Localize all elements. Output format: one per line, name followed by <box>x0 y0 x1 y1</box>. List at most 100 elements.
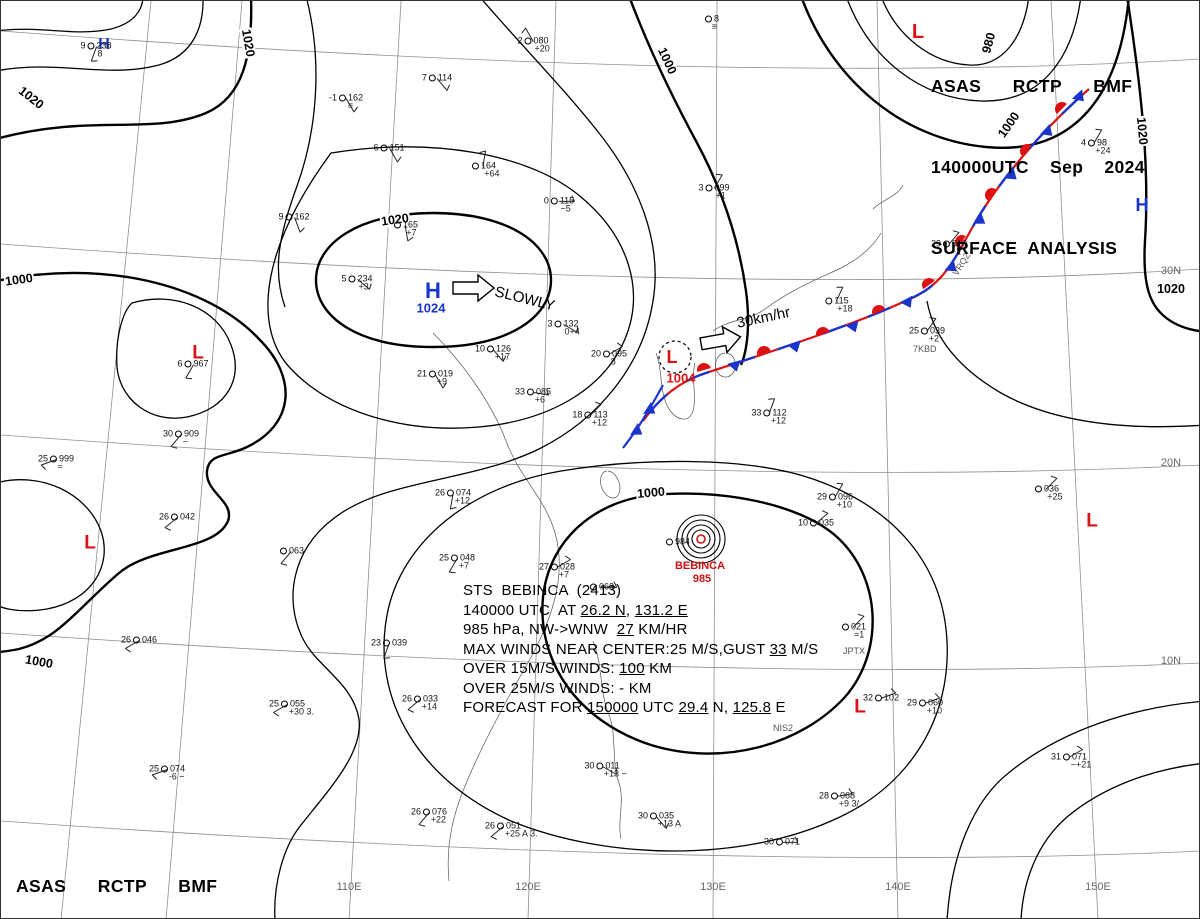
warm-front-marker <box>1055 102 1067 114</box>
station-temp: 26 <box>484 820 495 831</box>
station-pressure: 011 <box>605 760 620 771</box>
station-extra: +7 <box>558 569 570 580</box>
low-pressure-marker: L <box>911 21 925 43</box>
station-circle-icon <box>825 297 833 305</box>
station-pressure: 132 <box>563 318 579 329</box>
station-plot: 063 <box>588 582 617 592</box>
station-pressure: 114 <box>437 72 453 83</box>
station-plot: 32 102 <box>862 691 900 703</box>
station-temp: 9 <box>80 40 86 51</box>
coastline <box>872 184 904 210</box>
station-pressure: 102 <box>883 692 900 703</box>
typhoon-ring <box>691 529 711 549</box>
station-extra: +1 <box>715 190 726 201</box>
station-plot: 021 ≈1 <box>840 615 866 639</box>
high-pressure-marker: H <box>98 36 110 53</box>
warm-front-marker <box>757 346 771 356</box>
station-plot: 164 +64 <box>470 150 500 178</box>
typhoon-ring <box>686 524 716 554</box>
station-pressure: 074 <box>169 763 186 774</box>
station-pressure: 096 <box>837 491 854 502</box>
storm-info-text: STS BEBINCA (2413) <box>463 582 622 599</box>
storm-info-text: UTC <box>638 699 679 716</box>
low-pressure-value: 1004 <box>666 370 696 386</box>
station-plot: 26 076 +22 <box>411 806 448 825</box>
station-pressure: 010 <box>951 238 968 249</box>
title-line-2: 140000UTC Sep 2024 <box>931 157 1145 177</box>
high-pressure-value: 1024 <box>416 300 446 316</box>
warm-front-marker <box>985 188 997 201</box>
station-plot: 23 039 <box>371 638 407 659</box>
station-extra: 8 <box>610 356 616 367</box>
station-plot: 165 +7 <box>392 220 418 241</box>
station-temp: 6 <box>373 142 379 153</box>
storm-info-line: 140000 UTC AT 26.2 N, 131.2 E <box>463 601 818 621</box>
station-plot: 30 909 ~ <box>163 429 199 447</box>
isobar-label: 1020 <box>15 83 47 113</box>
station-pressure: 060 <box>927 697 944 708</box>
station-plot: 25 048 +7 <box>439 553 475 573</box>
station-circle-icon <box>160 765 168 773</box>
coastline <box>592 640 622 840</box>
station-extra: ~5 <box>560 203 571 214</box>
station-temp: 33 <box>514 386 525 397</box>
low-pressure-marker: L <box>1086 510 1098 532</box>
station-plot: 10 035 <box>798 512 834 528</box>
low-pressure-marker: L <box>854 696 866 718</box>
storm-info-text: FORECAST FOR <box>463 699 587 716</box>
station-plot: 5 234 +3 <box>341 273 372 291</box>
station-circle-icon <box>285 213 293 221</box>
storm-info-text: , <box>625 601 635 619</box>
station-temp: 5 <box>341 273 347 284</box>
station-temp: 2 <box>517 35 523 46</box>
station-pressure: 076 <box>431 806 448 817</box>
coastline <box>712 232 882 332</box>
ship-callsign: JPTX <box>843 646 866 656</box>
storm-info-text: 100 <box>619 660 645 677</box>
station-plot: 8 ≡ <box>703 14 719 31</box>
station-pressure: 085 <box>535 386 552 397</box>
station-pressure: 063 <box>288 545 305 556</box>
station-extra: +10 <box>926 705 943 716</box>
warm-front-marker <box>1020 144 1032 157</box>
station-plot: 33 112 +12 <box>751 397 787 425</box>
station-plot: 9 162 <box>278 212 310 233</box>
title-line-3: SURFACE ANALYSIS <box>931 238 1118 258</box>
storm-info-text: KM <box>644 660 673 677</box>
grid-line <box>165 1 243 918</box>
station-circle-icon <box>665 538 673 546</box>
station-plot: 29 096 +10 <box>816 482 854 509</box>
station-extra: ≈1 <box>854 629 865 640</box>
station-pressure: 028 <box>559 561 576 572</box>
cold-front-marker <box>944 259 957 272</box>
station-pressure: 095 <box>611 348 628 359</box>
station-temp: 3 <box>698 182 704 193</box>
station-pressure: 099 <box>714 182 730 193</box>
station-extra: +24 <box>1095 145 1111 156</box>
station-pressure: 033 <box>422 693 439 704</box>
station-temp: 29 <box>816 491 827 502</box>
station-plot: 26 033 +14 <box>401 693 439 711</box>
longitude-label: 130E <box>700 881 726 893</box>
isobar <box>946 701 1199 918</box>
station-temp: 26 <box>401 693 412 704</box>
station-temp: 32 <box>862 692 873 703</box>
station-pressure: 162 <box>347 92 364 103</box>
cold-front-marker <box>845 320 859 333</box>
station-plot: 063 <box>278 545 305 564</box>
typhoon-ring <box>676 514 726 564</box>
grid-line <box>60 1 152 918</box>
station-pressure: 055 <box>289 698 306 709</box>
grid-line <box>876 1 899 918</box>
cold-front-marker <box>973 212 986 224</box>
latitude-label: 20N <box>1160 457 1182 469</box>
station-extra: +9 3/ <box>838 798 860 809</box>
station-plot: 26 046 <box>121 635 157 649</box>
station-plot: 7 114 <box>422 72 453 91</box>
station-plot: 30 035 +13 A <box>638 811 681 829</box>
station-plot: 26 042 <box>159 512 195 528</box>
station-temp: 6 <box>177 358 183 369</box>
station-extra: +2 <box>950 246 962 257</box>
